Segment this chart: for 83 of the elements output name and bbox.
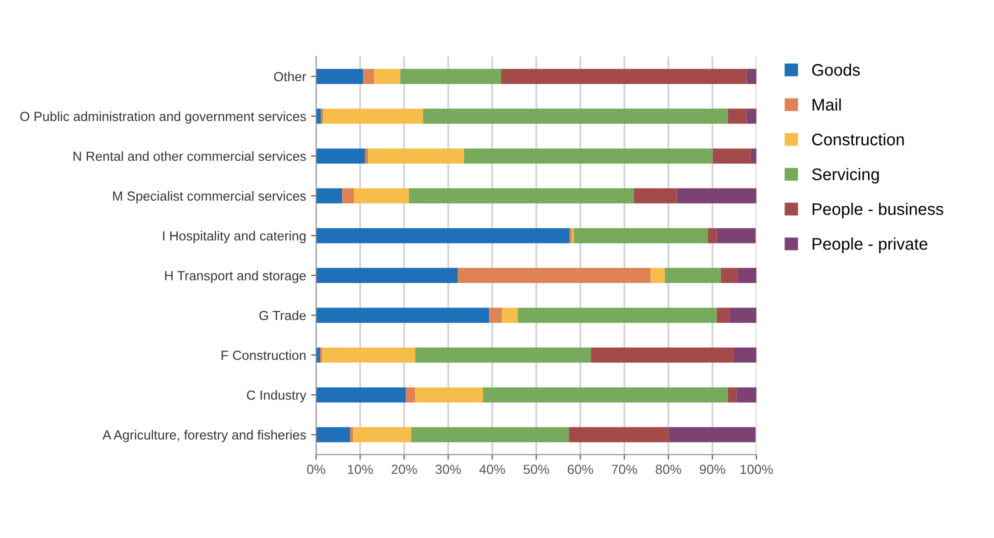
bar — [518, 308, 717, 323]
x-tick-label: 40% — [479, 464, 505, 474]
x-tick-label: 50% — [524, 464, 549, 474]
bar — [342, 188, 354, 204]
bar — [712, 148, 751, 164]
y-tick-label: Other — [274, 72, 306, 82]
bar — [368, 148, 464, 164]
bar — [423, 108, 728, 124]
bar — [464, 148, 713, 164]
bar — [316, 228, 570, 244]
bar — [320, 108, 324, 124]
legend-label: Construction — [812, 133, 904, 146]
x-tick-label: 30% — [435, 464, 461, 474]
bar — [458, 268, 651, 284]
bar — [750, 148, 756, 164]
bar — [409, 188, 634, 204]
y-tick-label: N Rental and other commercial services — [74, 151, 306, 161]
bar — [406, 387, 416, 402]
bar — [354, 188, 410, 204]
bar — [316, 68, 364, 84]
bar — [720, 268, 738, 284]
bar — [353, 427, 412, 442]
bar — [415, 387, 483, 402]
bar — [650, 268, 665, 284]
bar — [736, 387, 756, 402]
bar — [316, 188, 342, 204]
bar — [323, 108, 424, 124]
x-tick-label: 0% — [307, 464, 326, 474]
bar — [734, 348, 756, 363]
bar — [664, 268, 721, 284]
y-tick-label: M Specialist commercial services — [113, 191, 306, 204]
bar — [316, 268, 458, 284]
y-tick-label: O Public administration and government services — [20, 111, 306, 124]
bar — [400, 68, 502, 84]
bar — [574, 228, 708, 244]
bar — [411, 427, 569, 442]
bar — [415, 348, 591, 363]
x-tick-label: 80% — [656, 464, 682, 474]
bar — [322, 348, 416, 363]
bar — [316, 108, 321, 124]
x-tick-label: 60% — [568, 464, 594, 474]
bar — [634, 188, 677, 204]
bar — [489, 308, 502, 323]
bar — [482, 387, 728, 402]
x-tick-label: 10% — [348, 464, 373, 474]
y-tick-label: F Construction — [222, 350, 306, 360]
legend-label: People - private — [812, 238, 928, 254]
bar — [730, 308, 756, 323]
x-tick-label: 70% — [612, 464, 638, 474]
bar — [316, 148, 365, 164]
y-tick-label: A Agriculture, forestry and fisheries — [102, 430, 306, 442]
bar — [316, 427, 350, 442]
legend-label: Goods — [812, 64, 860, 76]
legend-label: Servicing — [812, 168, 879, 184]
bar — [716, 228, 756, 244]
y-tick-label: G Trade — [259, 310, 306, 320]
x-tick-label: 100% — [740, 464, 773, 474]
bar — [668, 427, 756, 442]
bar — [716, 308, 730, 323]
bar — [728, 387, 737, 402]
bar — [364, 148, 368, 164]
bar — [316, 387, 406, 402]
bar — [502, 308, 518, 323]
bar — [746, 68, 756, 84]
bar — [350, 427, 354, 442]
bar — [728, 108, 747, 124]
bar — [374, 68, 400, 84]
bar — [363, 68, 374, 84]
bar — [590, 348, 734, 363]
bar — [676, 188, 756, 204]
y-tick-label: I Hospitality and catering — [163, 230, 306, 244]
bar — [738, 268, 756, 284]
bar — [746, 108, 756, 124]
x-tick-label: 90% — [700, 464, 726, 474]
bar — [501, 68, 747, 84]
x-tick-label: 20% — [392, 464, 417, 474]
bar — [568, 427, 669, 442]
y-tick-label: C Industry — [246, 390, 306, 402]
y-tick-label: H Transport and storage — [165, 270, 306, 283]
bar — [708, 228, 717, 244]
legend-label: Mail — [812, 98, 841, 111]
bar — [316, 308, 490, 323]
legend-label: People - business — [812, 202, 944, 218]
